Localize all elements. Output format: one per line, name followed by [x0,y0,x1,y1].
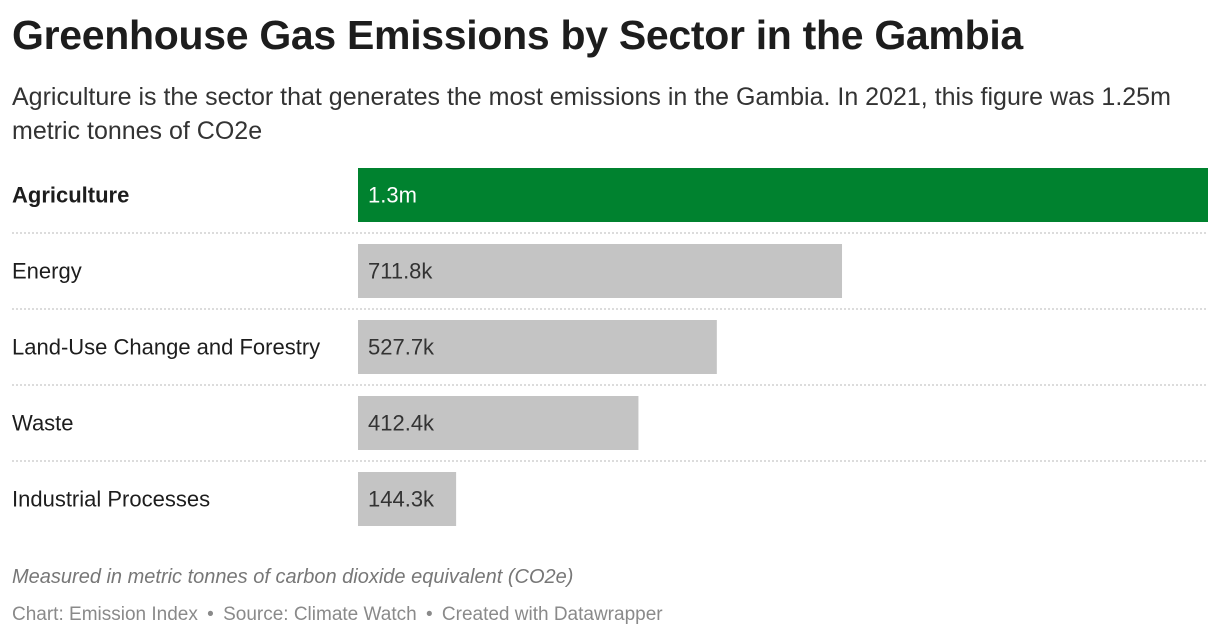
category-label-waste: Waste [12,411,74,436]
footer-separator: • [425,604,433,625]
value-label-industrial-processes: 144.3k [368,487,435,512]
value-label-waste: 412.4k [368,411,435,436]
chart-subtitle: Agriculture is the sector that generates… [12,83,1171,145]
chart-title: Greenhouse Gas Emissions by Sector in th… [12,12,1023,58]
bar-chart: Agriculture 1.3m Energy 711.8k Land-Use Chan… [12,168,1208,526]
bar-land-use-change-and-forestry [358,320,717,374]
bar-energy [358,244,843,298]
bar-waste [358,396,639,450]
category-label-agriculture: Agriculture [12,183,129,208]
bar-industrial-processes [358,472,457,526]
value-label-land-use-change-and-forestry: 527.7k [368,335,435,360]
source-credit: Source: Climate Watch [223,604,417,625]
footer-separator: • [207,604,214,625]
value-label-energy: 711.8k [368,259,433,284]
created-with-credit: Created with Datawrapper [441,604,663,625]
chart-footer: Chart: Emission Index • Source: Climate … [12,604,663,626]
bar-agriculture [358,168,1208,222]
category-label-land-use-change-and-forestry: Land-Use Change and Forestry [12,335,320,360]
value-label-agriculture: 1.3m [368,183,417,208]
category-label-energy: Energy [12,259,82,284]
category-label-industrial-processes: Industrial Processes [12,487,210,512]
chart-credit: Chart: Emission Index [12,604,198,625]
chart-notes: Measured in metric tonnes of carbon diox… [12,566,574,588]
